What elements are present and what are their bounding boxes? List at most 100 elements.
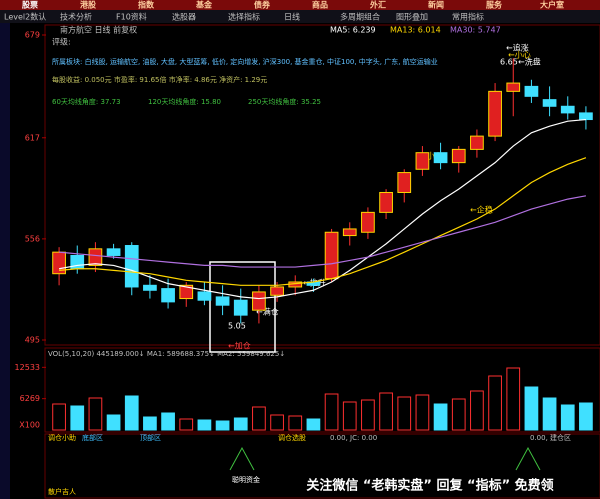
volume-bar [415,394,430,431]
candle-body [124,245,139,288]
volume-bar [161,412,175,431]
toolbar-button[interactable]: 技术分析 [60,12,92,22]
indicator-label: 聪明资金 [232,475,260,484]
indicator-label: 调仓小助 [48,433,76,442]
indicator-label: 调仓选股 [278,433,306,442]
candle-body [397,172,412,193]
nav-tab[interactable]: 外汇 [370,0,386,10]
candle-body [433,152,448,164]
volume-bar [215,420,230,431]
volume-bar [52,403,66,431]
nav-tab[interactable]: 新闻 [428,0,444,10]
candle-body [524,85,539,97]
nav-tab[interactable]: 股票 [22,0,38,10]
volume-bar [361,399,375,431]
y-tick-label: 12533 [15,363,40,372]
annotation: ←小心 [508,51,531,60]
nav-tab[interactable]: 基金 [195,0,213,10]
candle-body [252,291,266,311]
candle-body [451,148,466,164]
indicator-label: 0.00, JC: 0.00 [330,434,377,442]
indicator-label: 底部区 [82,433,103,442]
volume-bar [433,403,448,431]
header-ma: MA30: 5.747 [450,26,501,35]
candle-body [579,112,593,121]
volume-header: VOL(5,10,20) 445189.000↓ MA1: 589688.375… [48,350,285,358]
toolbar-button[interactable]: 图形叠加 [396,12,428,22]
y-tick-label: 556 [25,234,40,243]
candle-body [197,291,212,301]
angle: 60天均线角度: 37.73 [52,97,121,106]
candle-body [143,284,157,291]
volume-bar [379,392,393,431]
volume-bar [324,393,339,431]
y-tick-label: 6269 [20,394,40,403]
volume-bar [252,406,266,431]
volume-bar [342,401,357,431]
sectors: 所属板块: 白线股, 运输航空, 油股, 大盘, 大型蓝筹, 低价, 定向增发,… [52,57,438,66]
watermark: 关注微信 “老韩实盘” 回复 “指标” 免费领 [306,478,553,494]
toolbar-button[interactable]: 日线 [284,12,300,22]
candle-body [324,231,339,280]
finance: 每股收益: 0.050元 市盈率: 91.65倍 市净率: 4.86元 净资产:… [52,75,267,84]
candle-body [179,284,194,300]
nav-tab[interactable]: 指数 [138,0,155,10]
toolbar-button[interactable]: 选择指标 [228,12,260,22]
ma-line [59,195,587,268]
angle: 250天均线角度: 35.25 [248,97,321,106]
candle-body [342,228,357,237]
volume-bar [524,386,539,431]
candle-body [215,296,230,306]
toolbar-button[interactable]: F10资料 [116,12,147,22]
toolbar [0,10,600,23]
volume-bar [397,396,412,431]
indicator-label: 顶部区 [140,433,161,442]
candle-body [488,90,502,137]
nav-tab[interactable]: 大户室 [540,0,564,10]
y-tick-label: 495 [25,336,40,345]
volume-bar [88,397,103,431]
candle-body [88,248,103,266]
nav-tab[interactable]: 港股 [80,0,96,10]
candle-body [560,105,575,114]
volume-bar [579,402,593,431]
highlight-box [209,261,276,353]
candle-body [470,135,484,150]
nav-tab[interactable]: 债券 [254,0,271,10]
candle-body [361,211,375,233]
annotation: ←小心 [420,152,443,161]
candle-body [233,299,248,316]
indicator-shape [229,446,541,471]
toolbar-button[interactable]: Level2数认 [4,12,46,22]
toolbar-button[interactable]: 常用指标 [452,12,484,22]
rating: 评级: [52,37,71,47]
annotation: ←洗盘 [518,57,541,67]
volume-bar [143,416,157,431]
annotation: ←企稳 [470,205,493,215]
candle-body [161,288,175,303]
candle-body [506,82,521,92]
header-title: 南方航空 日线 前复权 [60,25,137,35]
indicator-panel [44,433,600,499]
volume-bar [306,418,321,431]
annotation: 5.05 [228,322,246,331]
toolbar-button[interactable]: 多周期组合 [340,12,380,22]
volume-bar [451,398,466,431]
volume-bar [106,414,121,431]
volume-bar [124,395,139,431]
candle-body [379,191,393,213]
volume-bar [197,419,212,431]
volume-panel [44,347,600,433]
nav-tab[interactable]: 商品 [312,0,328,10]
ma-line [59,157,587,286]
toolbar-button[interactable]: 选股器 [172,12,196,22]
y-tick-label: 617 [25,133,40,142]
annotation: ←追涨 [506,43,529,53]
indicator-label: 散户吉人 [48,487,76,496]
ma-line [58,118,586,300]
annotation: ←满仓 [256,307,279,317]
volume-bar [470,390,484,431]
nav-tab[interactable]: 服务 [486,0,503,10]
y-tick-label: 679 [25,31,40,40]
